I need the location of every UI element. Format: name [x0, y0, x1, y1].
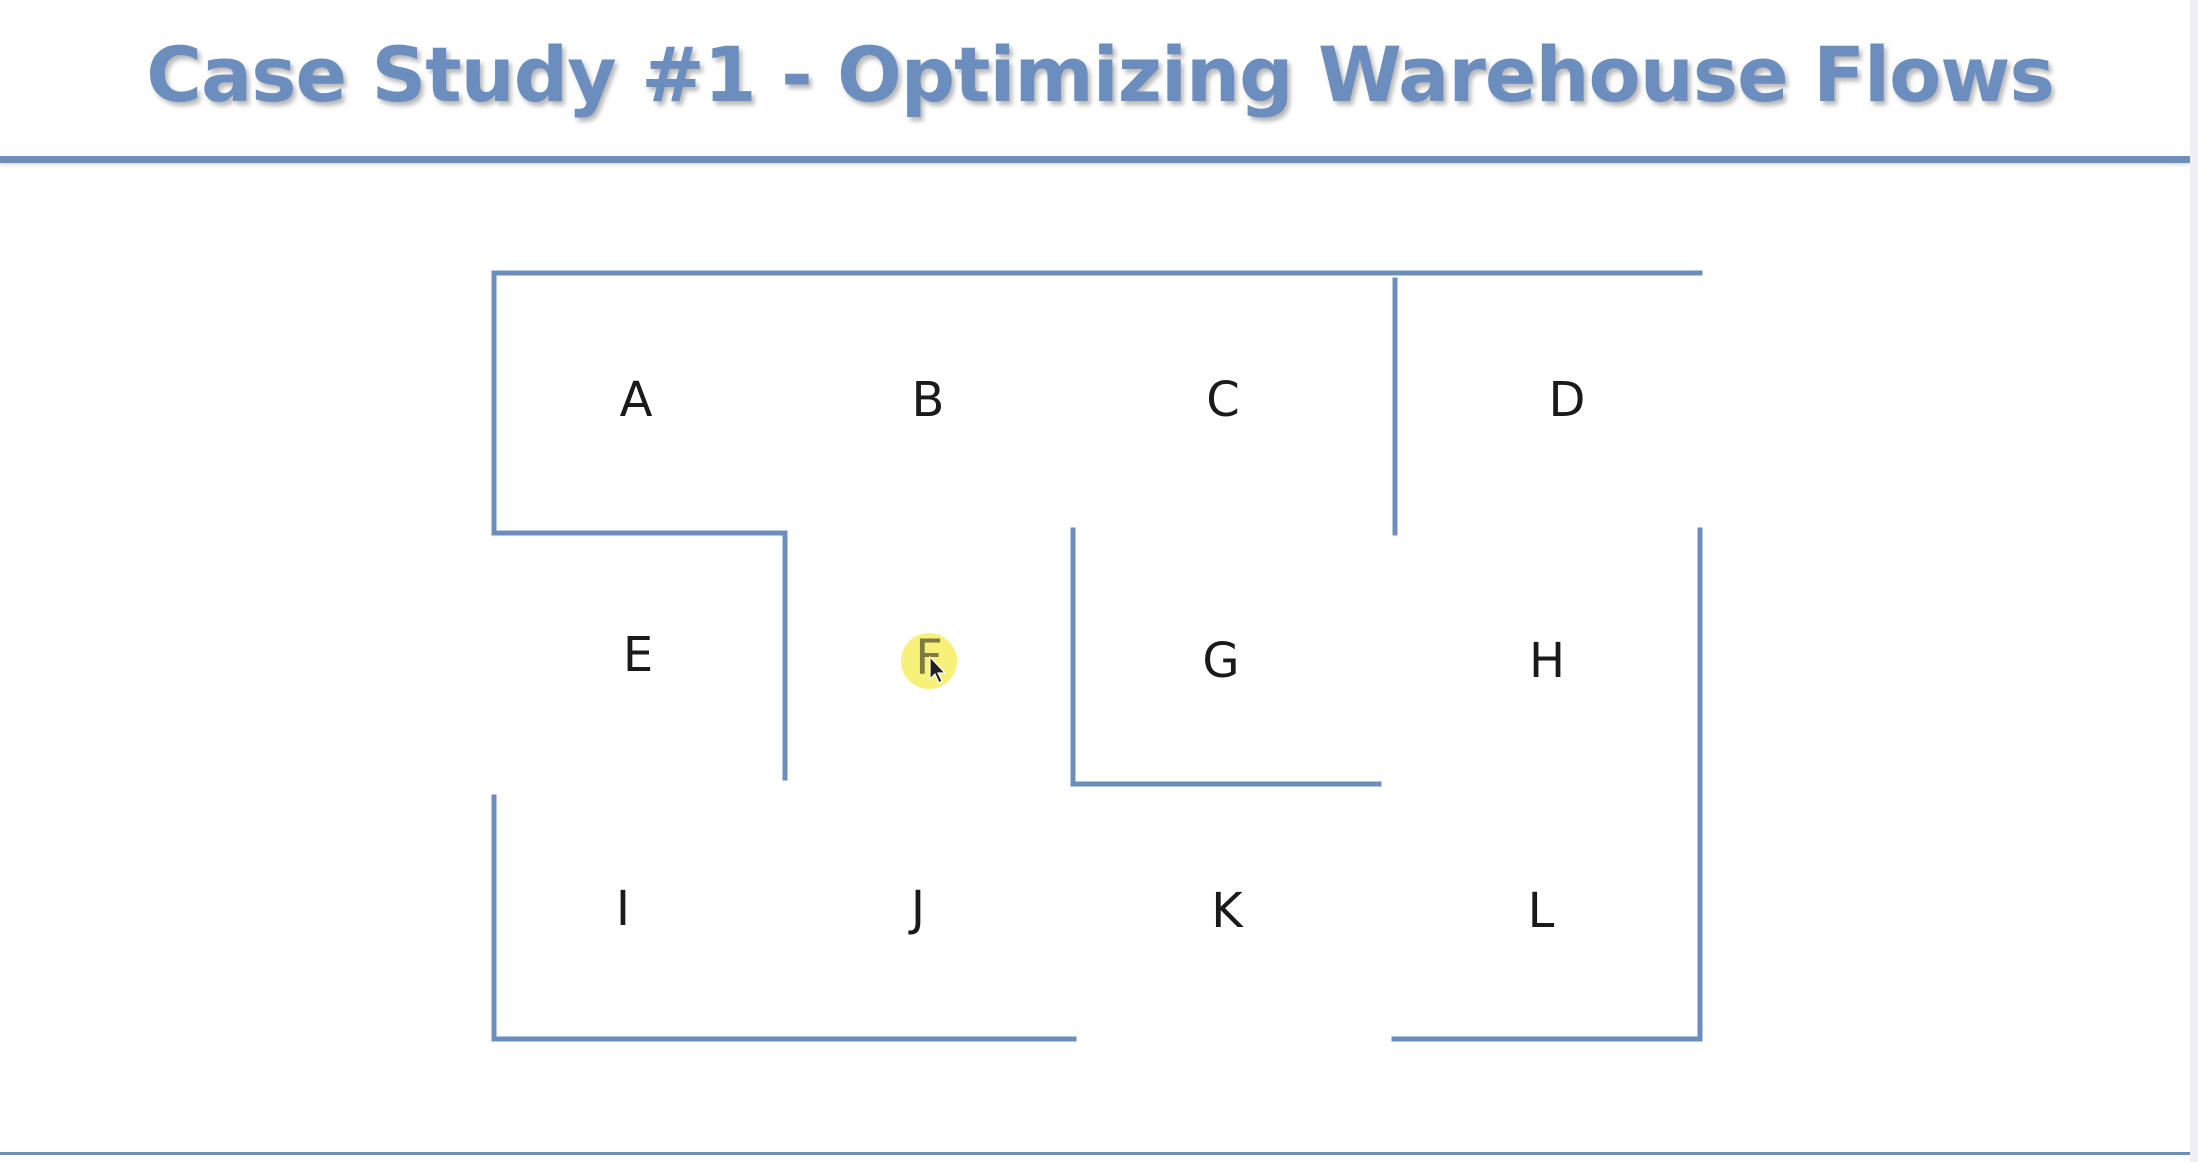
zone-label-l: L — [1528, 883, 1555, 939]
mouse-cursor — [929, 655, 947, 684]
wall-a-outline — [491, 270, 788, 781]
window-edge — [2190, 0, 2198, 1162]
zone-label-a: A — [620, 372, 653, 428]
zone-label-e: E — [623, 627, 653, 683]
zone-label-c: C — [1206, 372, 1240, 428]
zone-labels: A B C D E F G H I J K L — [616, 372, 1586, 939]
walls — [491, 270, 1703, 1042]
cursor-highlight — [901, 633, 957, 689]
zone-label-h: H — [1529, 633, 1565, 689]
zone-label-i: I — [616, 881, 630, 937]
zone-label-g: G — [1202, 633, 1239, 689]
wall-bottom-left — [491, 794, 1077, 1042]
title-divider — [0, 156, 2190, 163]
wall-g-outline — [1070, 527, 1382, 787]
zone-label-k: K — [1211, 883, 1244, 939]
cursor-halo — [901, 633, 957, 689]
page-title: Case Study #1 - Optimizing Warehouse Flo… — [146, 30, 2055, 119]
wall-right — [1391, 527, 1703, 1042]
zone-label-d: D — [1549, 372, 1586, 428]
pointer-arrow-icon — [929, 655, 947, 684]
zone-label-j: J — [908, 881, 925, 937]
bottom-divider — [0, 1152, 2190, 1155]
zone-label-b: B — [912, 372, 945, 428]
